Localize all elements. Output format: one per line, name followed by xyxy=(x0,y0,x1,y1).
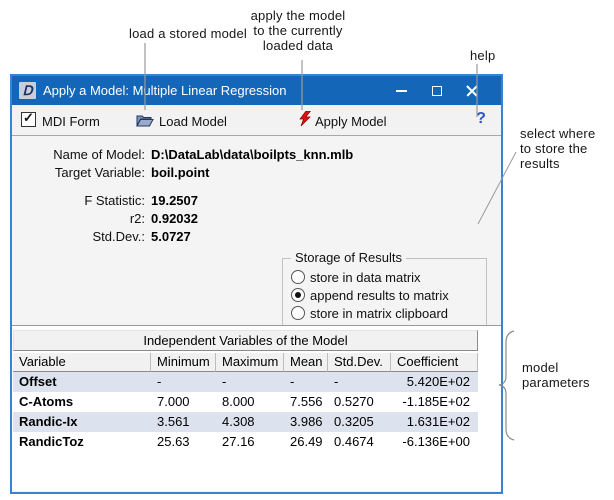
maximize-icon xyxy=(431,85,442,96)
cell-minimum: - xyxy=(157,374,162,389)
help-button[interactable]: ? xyxy=(476,110,486,127)
radio-store-in-data-matrix[interactable]: store in data matrix xyxy=(291,268,421,286)
title-bar[interactable]: Ⅾ Apply a Model: Multiple Linear Regress… xyxy=(12,76,501,105)
cell-variable: RandicToz xyxy=(19,434,84,449)
cell-maximum: 8.000 xyxy=(222,394,255,409)
storage-group-title: Storage of Results xyxy=(291,250,406,265)
cell-minimum: 25.63 xyxy=(157,434,190,449)
cell-variable: Randic-Ix xyxy=(19,414,78,429)
callout-model-parameters: model parameters xyxy=(522,360,590,390)
mdi-form-checkbox[interactable] xyxy=(21,110,36,127)
cell-std-dev: - xyxy=(334,374,339,389)
cell-std-dev: 0.5270 xyxy=(334,394,374,409)
cell-mean: - xyxy=(290,374,295,389)
cell-minimum: 3.561 xyxy=(157,414,190,429)
col-header-coefficient[interactable]: Coefficient xyxy=(391,353,478,372)
table-row[interactable]: Randic-Ix 3.561 4.308 3.986 0.3205 1.631… xyxy=(13,412,478,432)
toolbar: MDI Form Load Model Apply Model ? xyxy=(12,105,501,136)
cell-coefficient: -6.136E+00 xyxy=(402,434,470,449)
radio-label[interactable]: store in matrix clipboard xyxy=(310,305,448,321)
apply-model-dialog: Ⅾ Apply a Model: Multiple Linear Regress… xyxy=(10,74,503,494)
callout-storage-line3: results xyxy=(520,156,560,171)
table-row[interactable]: C-Atoms 7.000 8.000 7.556 0.5270 -1.185E… xyxy=(13,392,478,412)
callout-params-line2: parameters xyxy=(522,375,590,390)
datalab-app-icon: Ⅾ xyxy=(19,82,36,99)
cell-variable: C-Atoms xyxy=(19,394,74,409)
cell-maximum: 4.308 xyxy=(222,414,255,429)
col-header-mean[interactable]: Mean xyxy=(284,353,328,372)
col-header-variable[interactable]: Variable xyxy=(13,353,151,372)
callout-params-line1: model xyxy=(522,360,559,375)
radio-store-in-matrix-clipboard[interactable]: store in matrix clipboard xyxy=(291,304,448,322)
cell-minimum: 7.000 xyxy=(157,394,190,409)
storage-of-results-group: Storage of Results store in data matrix … xyxy=(282,250,487,326)
table-row[interactable]: RandicToz 25.63 27.16 26.49 0.4674 -6.13… xyxy=(13,432,478,452)
table-row[interactable]: Offset - - - - 5.420E+02 xyxy=(13,372,478,392)
col-header-std-dev[interactable]: Std.Dev. xyxy=(328,353,391,372)
window-title: Apply a Model: Multiple Linear Regressio… xyxy=(43,83,287,98)
table-rows: Offset - - - - 5.420E+02 C-Atoms 7.000 8… xyxy=(13,372,478,452)
name-of-model-value: D:\DataLab\data\boilpts_knn.mlb xyxy=(151,147,354,162)
lightning-bolt-icon[interactable] xyxy=(299,110,312,134)
callout-apply-line3: loaded data xyxy=(262,38,334,53)
cell-maximum: 27.16 xyxy=(222,434,255,449)
cell-mean: 3.986 xyxy=(290,414,323,429)
callout-help: help xyxy=(470,48,496,63)
radio-circle-icon[interactable] xyxy=(291,270,305,284)
callout-storage-line1: select where xyxy=(520,126,596,141)
radio-append-results-to-matrix[interactable]: append results to matrix xyxy=(291,286,449,304)
cell-mean: 7.556 xyxy=(290,394,323,409)
cell-coefficient: 1.631E+02 xyxy=(406,414,470,429)
name-of-model-label: Name of Model: xyxy=(53,147,145,162)
mdi-form-label: MDI Form xyxy=(42,114,100,129)
independent-variables-panel: Independent Variables of the Model Varia… xyxy=(12,325,501,491)
callout-apply-model: apply the model to the currently loaded … xyxy=(244,8,352,53)
f-statistic-label: F Statistic: xyxy=(84,193,145,208)
r2-label: r2: xyxy=(129,211,145,226)
cell-maximum: - xyxy=(222,374,227,389)
f-statistic-value: 19.2507 xyxy=(151,193,198,208)
close-icon xyxy=(466,85,478,97)
callout-storage: select where to store the results xyxy=(520,126,595,171)
cell-std-dev: 0.4674 xyxy=(334,434,374,449)
callout-load-model: load a stored model xyxy=(129,26,247,41)
callout-apply-line2: to the currently xyxy=(253,23,343,38)
callout-storage-line2: to store the xyxy=(520,141,588,156)
col-header-minimum[interactable]: Minimum xyxy=(151,353,216,372)
close-button[interactable] xyxy=(454,76,489,105)
cell-coefficient: -1.185E+02 xyxy=(402,394,470,409)
target-variable-label: Target Variable: xyxy=(54,165,145,180)
radio-label[interactable]: append results to matrix xyxy=(310,287,449,303)
r2-value: 0.92032 xyxy=(151,211,198,226)
minimize-button[interactable] xyxy=(384,76,419,105)
cell-mean: 26.49 xyxy=(290,434,323,449)
cell-std-dev: 0.3205 xyxy=(334,414,374,429)
radio-circle-icon[interactable] xyxy=(291,306,305,320)
target-variable-value: boil.point xyxy=(151,165,210,180)
open-folder-icon[interactable] xyxy=(136,113,154,133)
cell-variable: Offset xyxy=(19,374,57,389)
radio-label[interactable]: store in data matrix xyxy=(310,269,421,285)
std-dev-value: 5.0727 xyxy=(151,229,191,244)
maximize-button[interactable] xyxy=(419,76,454,105)
apply-model-button[interactable]: Apply Model xyxy=(315,114,387,129)
table-title-button[interactable]: Independent Variables of the Model xyxy=(13,330,478,351)
callout-apply-line1: apply the model xyxy=(250,8,346,23)
std-dev-label: Std.Dev.: xyxy=(92,229,145,244)
load-model-button[interactable]: Load Model xyxy=(159,114,227,129)
radio-circle-icon[interactable] xyxy=(291,288,305,302)
cell-coefficient: 5.420E+02 xyxy=(406,374,470,389)
model-info-panel: Name of Model: D:\DataLab\data\boilpts_kn… xyxy=(12,136,501,326)
minimize-icon xyxy=(396,89,407,92)
col-header-maximum[interactable]: Maximum xyxy=(216,353,284,372)
table-column-headers: Variable Minimum Maximum Mean Std.Dev. C… xyxy=(13,353,478,372)
